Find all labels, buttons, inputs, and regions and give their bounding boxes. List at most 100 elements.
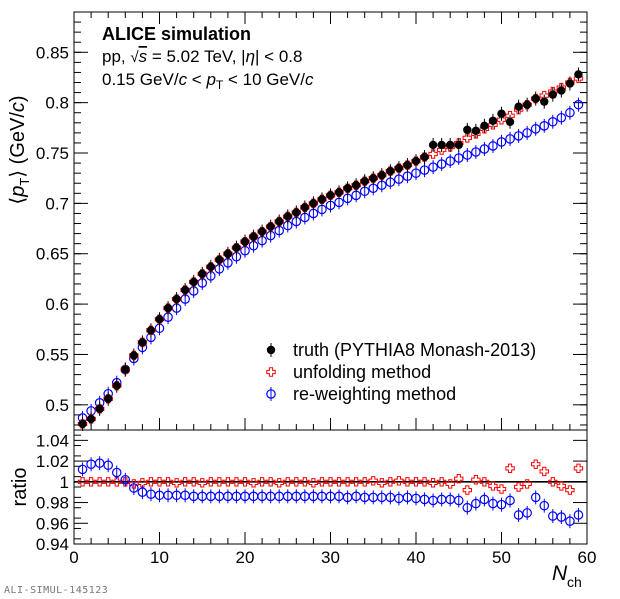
unfolding-ratio-point: [556, 481, 567, 491]
reweighting-point: [547, 116, 558, 127]
truth-point: [386, 166, 395, 176]
unfolding-ratio-point: [454, 474, 464, 484]
truth-point: [334, 188, 344, 197]
top-plot-area: [77, 67, 584, 431]
reweighting-point: [565, 107, 575, 118]
unfolding-ratio-point: [300, 477, 310, 487]
truth-point: [249, 232, 258, 241]
unfolding-ratio-point: [274, 478, 284, 488]
unfolding-ratio-point: [385, 477, 396, 487]
top-y-axis-title: ⟨pT⟩ (GeV/c): [7, 95, 32, 204]
top-ytick-label: 0.8: [45, 94, 69, 113]
truth-point: [275, 217, 284, 226]
truth-point: [565, 79, 575, 88]
reweighting-point: [556, 112, 567, 123]
truth-point: [574, 70, 583, 79]
unfolding-ratio-point: [308, 478, 319, 488]
truth-point: [206, 262, 215, 272]
truth-point: [548, 90, 557, 99]
truth-point: [95, 404, 104, 414]
truth-point: [343, 184, 352, 193]
bottom-xtick-label: 40: [407, 548, 426, 567]
reweighting-point: [479, 144, 490, 154]
truth-point: [403, 160, 412, 170]
unfolding-ratio-point: [317, 477, 327, 487]
bottom-ytick-label: 0.94: [36, 535, 69, 554]
reweighting-ratio-point: [522, 508, 532, 518]
unfolding-ratio-point: [223, 477, 233, 487]
unfolding-ratio-point: [471, 475, 481, 485]
truth-point: [488, 116, 498, 125]
unfolding-ratio-point: [445, 479, 455, 489]
reweighting-ratio-point: [505, 495, 515, 506]
unfolding-ratio-point: [189, 477, 199, 487]
reweighting-ratio-point: [453, 495, 464, 506]
bottom-xtick-label: 0: [69, 548, 78, 567]
bottom-xtick-label: 50: [492, 548, 511, 567]
truth-point: [369, 173, 378, 183]
legend-label: truth (PYTHIA8 Monash-2013): [293, 340, 536, 360]
truth-point: [522, 100, 532, 109]
truth-point: [78, 419, 87, 429]
unfolding-ratio-point: [548, 477, 558, 487]
truth-point: [121, 365, 130, 374]
truth-point: [505, 117, 515, 126]
unfolding-ratio-point: [419, 477, 430, 487]
unfolding-ratio-point: [94, 477, 105, 487]
unfolding-ratio-point: [505, 463, 515, 474]
truth-point: [240, 237, 250, 246]
reweighting-point: [471, 147, 481, 157]
reweighting-point: [539, 121, 550, 131]
truth-point: [172, 294, 181, 304]
truth-point: [146, 326, 156, 335]
truth-point: [437, 140, 446, 150]
unfolding-ratio-point: [163, 477, 173, 487]
unfolding-ratio-point: [368, 476, 378, 486]
reweighting-point: [453, 153, 464, 163]
unfolding-ratio-point: [231, 477, 242, 487]
annotation-title: ALICE simulation: [102, 24, 251, 44]
truth-point: [223, 249, 233, 258]
unfolding-ratio-point: [394, 476, 404, 486]
truth-point: [497, 109, 506, 118]
reweighting-point: [573, 99, 584, 110]
truth-point: [198, 269, 207, 279]
reweighting-ratio-point: [479, 494, 490, 505]
unfolding-ratio-point: [77, 477, 88, 487]
top-ytick-label: 0.75: [36, 144, 69, 163]
unfolding-ratio-point: [265, 477, 276, 487]
unfolding-ratio-point: [180, 477, 190, 487]
unfolding-ratio-point: [283, 477, 293, 487]
unfolding-ratio-point: [479, 477, 490, 487]
unfolding-ratio-point: [129, 479, 139, 489]
reweighting-point: [505, 134, 515, 144]
top-ytick-label: 0.7: [45, 194, 69, 213]
truth-point: [180, 285, 190, 295]
bottom-xtick-label: 30: [321, 548, 340, 567]
truth-point: [531, 94, 540, 103]
top-ytick-label: 0.6: [45, 295, 69, 314]
unfolding-ratio-point: [291, 477, 301, 487]
bottom-ytick-label: 1.02: [36, 452, 69, 471]
reweighting-point: [445, 156, 455, 166]
reweighting-point: [513, 131, 524, 141]
unfolding-point: [428, 149, 438, 159]
truth-point: [300, 203, 310, 212]
x-axis-title-subscript: ch: [567, 574, 582, 590]
reweighting-ratio-point: [513, 510, 524, 520]
reweighting-ratio-point: [77, 464, 88, 475]
unfolding-ratio-point: [411, 477, 421, 487]
bottom-y-axis-title: ratio: [9, 468, 31, 507]
truth-point: [257, 227, 267, 236]
reweighting-ratio-point: [556, 512, 567, 522]
reweighting-ratio-point: [496, 499, 507, 510]
unfolding-ratio-point: [496, 484, 507, 494]
truth-point: [540, 97, 549, 106]
truth-point: [292, 208, 301, 217]
reweighting-ratio-point: [129, 483, 139, 493]
truth-point: [394, 163, 404, 173]
reweighting-ratio-point: [573, 510, 584, 520]
unfolding-point: [496, 115, 507, 125]
annotation-pt-range: 0.15 GeV/c < pT < 10 GeV/c: [102, 70, 314, 92]
top-y-axis: 0.5 0.55 0.6 0.65 0.7 0.75 0.8 0.85: [36, 12, 588, 430]
